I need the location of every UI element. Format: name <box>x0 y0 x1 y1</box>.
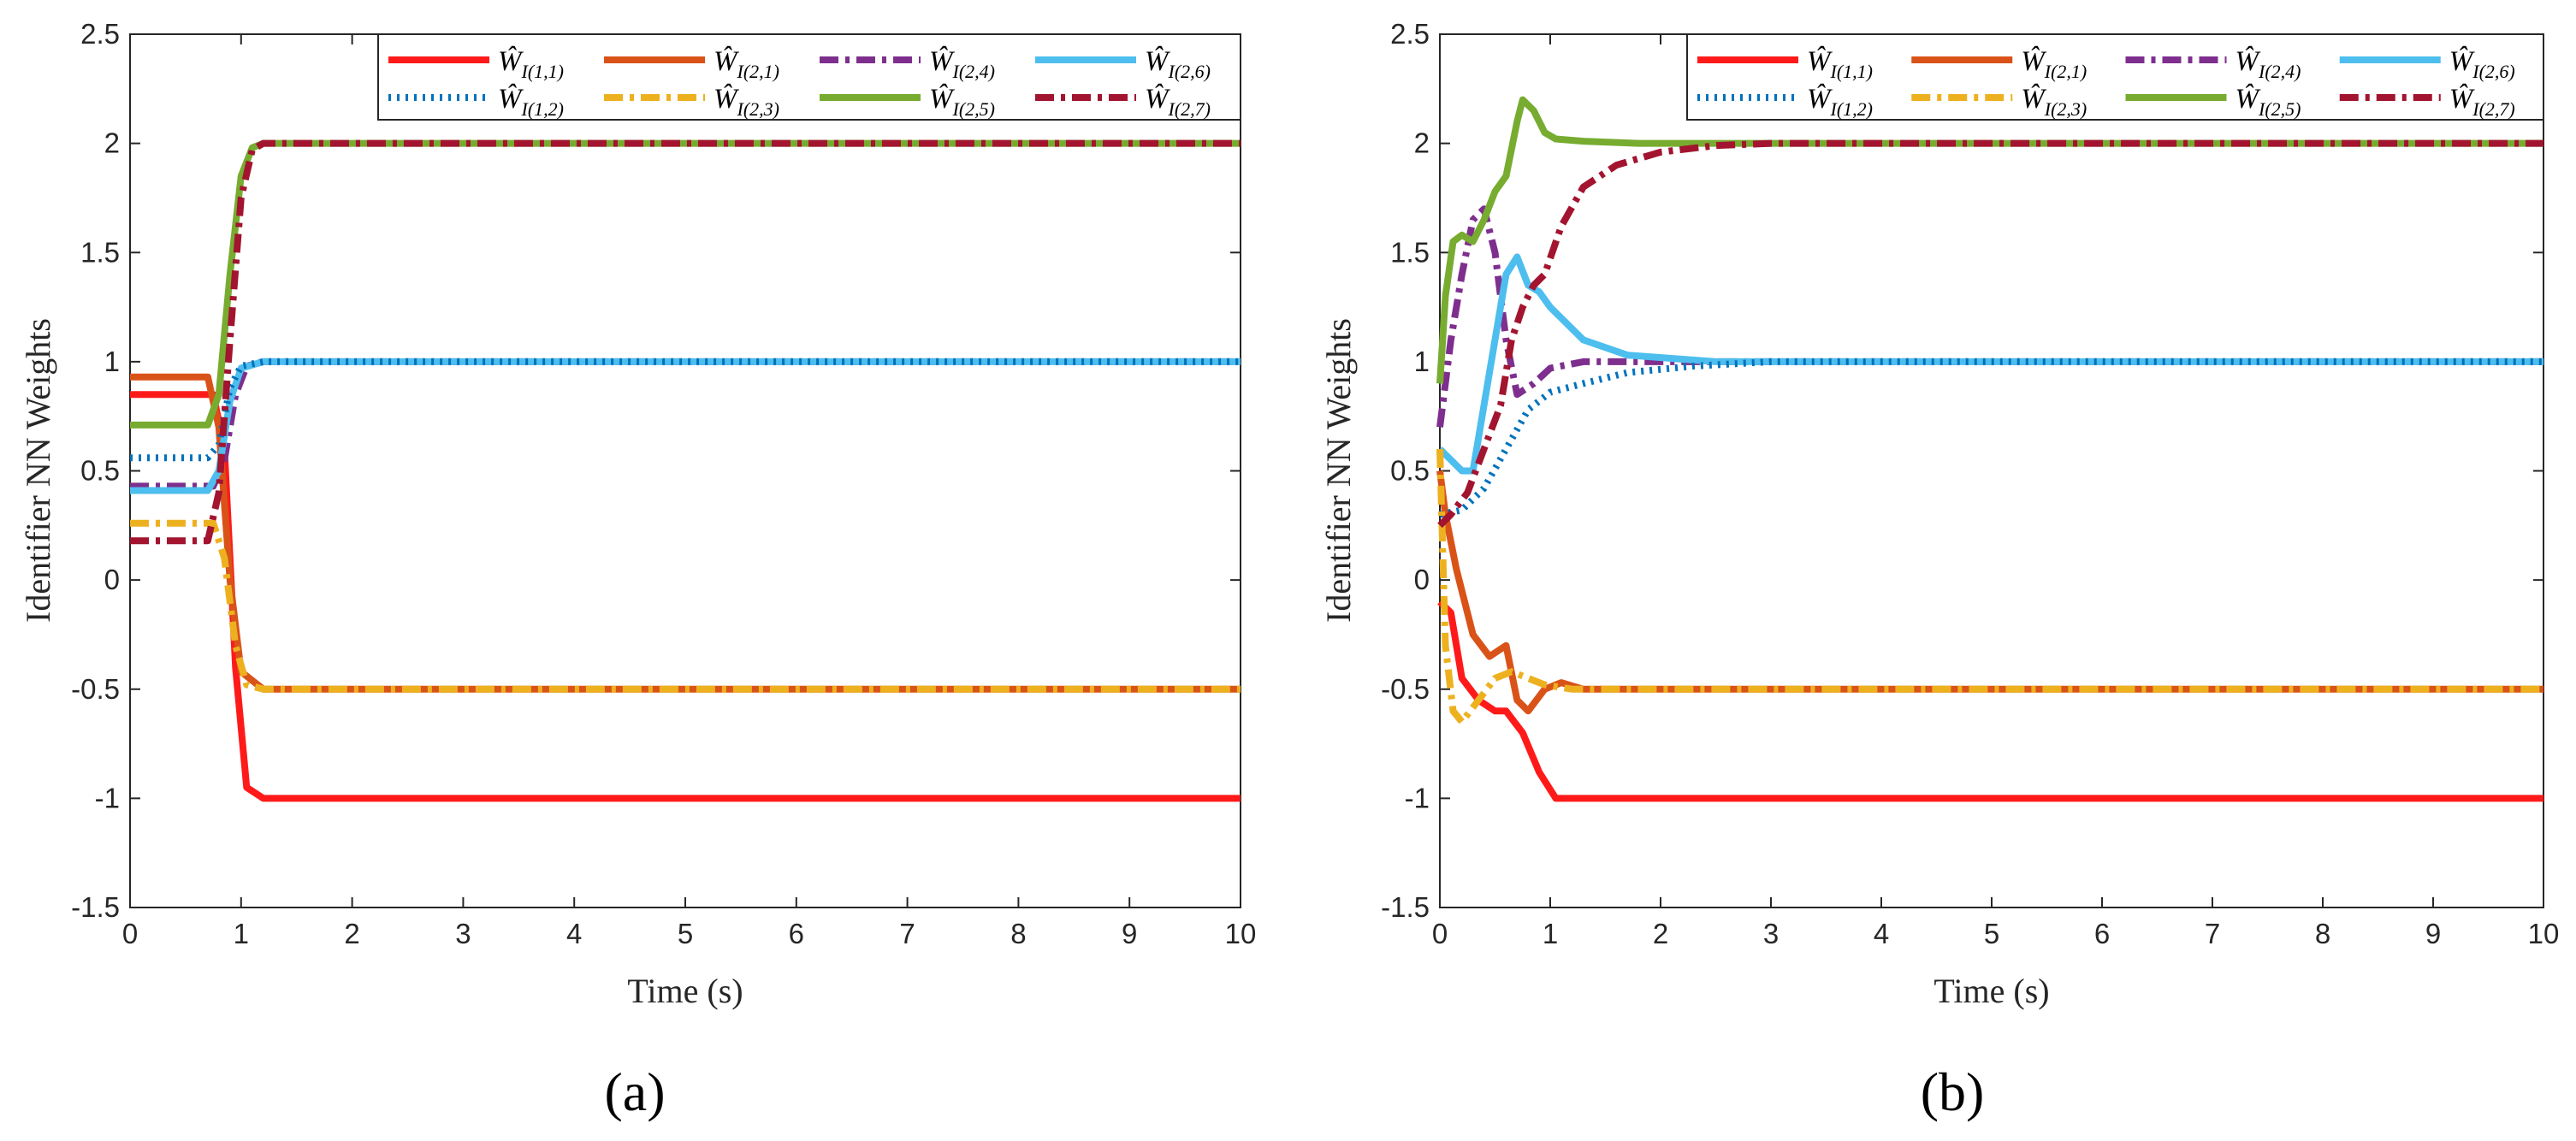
x-tick-label: 1 <box>234 918 249 949</box>
chart-panel-b: -1.5 -1 -0.5 0 0.5 1 1.5 2 2.5 0 1 2 3 4 5 6 7 8 9 10 ŴI(1… <box>1319 18 2559 1122</box>
y-tick-label: -1.5 <box>71 891 120 923</box>
y-tick-label: -0.5 <box>71 673 120 705</box>
caption-a: (a) <box>604 1061 665 1122</box>
y-ticks-b: -1.5 -1 -0.5 0 0.5 1 1.5 2 2.5 <box>1381 18 2543 923</box>
x-ticks-b: 0 1 2 3 4 5 6 7 8 9 10 <box>1432 34 2560 949</box>
x-axis-label-a: Time (s) <box>627 972 743 1010</box>
x-tick-label: 6 <box>789 918 804 949</box>
plot-frame-b <box>1439 33 2544 908</box>
x-tick-label: 5 <box>1984 918 1999 949</box>
series-line-w25 <box>130 139 1241 429</box>
series-line-w26 <box>130 358 1241 494</box>
series-lines-a <box>130 139 1241 802</box>
x-tick-label: 8 <box>2315 918 2330 949</box>
y-axis-label-a: Identifier NN Weights <box>19 318 57 623</box>
series-line-w21 <box>130 373 1241 693</box>
y-tick-label: 0 <box>104 564 120 595</box>
series-line-w24 <box>1436 205 2543 428</box>
caption-b: (b) <box>1921 1061 1985 1122</box>
legend-label-w25: ŴI(2,5) <box>2235 83 2301 120</box>
x-tick-label: 8 <box>1010 918 1026 949</box>
y-tick-label: 1 <box>104 346 120 377</box>
series-line-w12 <box>1439 358 2543 518</box>
legend-box <box>377 33 1241 121</box>
x-tick-label: 5 <box>678 918 693 949</box>
x-tick-label: 3 <box>455 918 471 949</box>
y-tick-label: -0.5 <box>1381 673 1430 705</box>
legend-label-w23: ŴI(2,3) <box>714 83 779 120</box>
y-tick-label: -1 <box>1405 782 1430 813</box>
legend-label-w24: ŴI(2,4) <box>2235 45 2301 82</box>
series-lines-b <box>1436 96 2543 802</box>
legend-box <box>1686 33 2544 121</box>
legend-label-w11: ŴI(1,1) <box>1807 45 1873 82</box>
y-tick-label: 0.5 <box>80 455 120 487</box>
x-tick-label: 2 <box>344 918 359 949</box>
x-tick-label: 1 <box>1543 918 1558 949</box>
y-tick-label: 1 <box>1414 346 1430 377</box>
x-axis-label-b: Time (s) <box>1933 972 2049 1010</box>
legend-label-w12: ŴI(1,2) <box>498 83 564 120</box>
x-tick-label: 4 <box>566 918 582 949</box>
series-line-w27 <box>1437 139 2543 529</box>
x-tick-label: 4 <box>1874 918 1889 949</box>
x-tick-label: 2 <box>1653 918 1668 949</box>
x-tick-label: 9 <box>2425 918 2441 949</box>
legend-label-w21: ŴI(2,1) <box>714 45 779 82</box>
legend-a: ŴI(1,1) ŴI(2,1) ŴI(2,4) ŴI(2,6) ŴI(1,2) ŴI(2,… <box>377 33 1241 121</box>
x-ticks-a: 0 1 2 3 4 5 6 7 8 9 10 <box>122 34 1257 949</box>
legend-label-w27: ŴI(2,7) <box>2449 83 2515 120</box>
series-line-w26 <box>1437 253 2543 475</box>
x-tick-label: 0 <box>122 918 138 949</box>
series-line-w24 <box>130 358 1241 490</box>
plot-frame-a <box>129 33 1241 908</box>
legend-label-w26: ŴI(2,6) <box>1145 45 1211 82</box>
series-line-w27 <box>130 139 1241 545</box>
y-tick-label: 2 <box>104 127 120 159</box>
x-tick-label: 7 <box>2205 918 2220 949</box>
x-tick-label: 3 <box>1763 918 1779 949</box>
y-tick-label: -1.5 <box>1381 891 1430 923</box>
series-line-w23 <box>1436 448 2543 725</box>
y-tick-label: 1.5 <box>1390 236 1430 268</box>
y-tick-label: -1 <box>95 782 120 813</box>
x-tick-label: 6 <box>2094 918 2110 949</box>
legend-label-w12: ŴI(1,2) <box>1807 83 1873 120</box>
chart-panel-a: -1.5 -1 -0.5 0 0.5 1 1.5 2 2.5 0 1 2 3 4 5 6 7 8 9 10 ŴI(1… <box>19 18 1256 1122</box>
legend-label-w23: ŴI(2,3) <box>2021 83 2087 120</box>
x-tick-label: 9 <box>1122 918 1137 949</box>
y-tick-label: 2 <box>1414 127 1430 159</box>
legend-label-w11: ŴI(1,1) <box>498 45 564 82</box>
legend-label-w27: ŴI(2,7) <box>1145 83 1211 120</box>
x-tick-label: 10 <box>2528 918 2560 949</box>
legend-label-w26: ŴI(2,6) <box>2449 45 2515 82</box>
y-tick-label: 2.5 <box>1390 18 1430 50</box>
legend-b: ŴI(1,1) ŴI(2,1) ŴI(2,4) ŴI(2,6) ŴI(1,2) ŴI(2,… <box>1686 33 2544 121</box>
y-axis-label-b: Identifier NN Weights <box>1319 318 1358 623</box>
y-tick-label: 1.5 <box>80 236 120 268</box>
y-ticks-a: -1.5 -1 -0.5 0 0.5 1 1.5 2 2.5 <box>71 18 1241 923</box>
y-tick-label: 2.5 <box>80 18 120 50</box>
x-tick-label: 7 <box>899 918 915 949</box>
x-tick-label: 10 <box>1225 918 1257 949</box>
series-line-w25 <box>1436 96 2543 384</box>
legend-label-w21: ŴI(2,1) <box>2021 45 2087 82</box>
series-line-w21 <box>1436 470 2543 715</box>
series-line-w11 <box>1437 599 2543 802</box>
legend-label-w24: ŴI(2,4) <box>929 45 995 82</box>
series-line-w23 <box>130 519 1241 693</box>
x-tick-label: 0 <box>1432 918 1448 949</box>
y-tick-label: 0.5 <box>1390 455 1430 487</box>
legend-label-w25: ŴI(2,5) <box>929 83 995 120</box>
y-tick-label: 0 <box>1414 564 1430 595</box>
series-line-w12 <box>130 358 1241 462</box>
series-line-w11 <box>130 391 1241 802</box>
